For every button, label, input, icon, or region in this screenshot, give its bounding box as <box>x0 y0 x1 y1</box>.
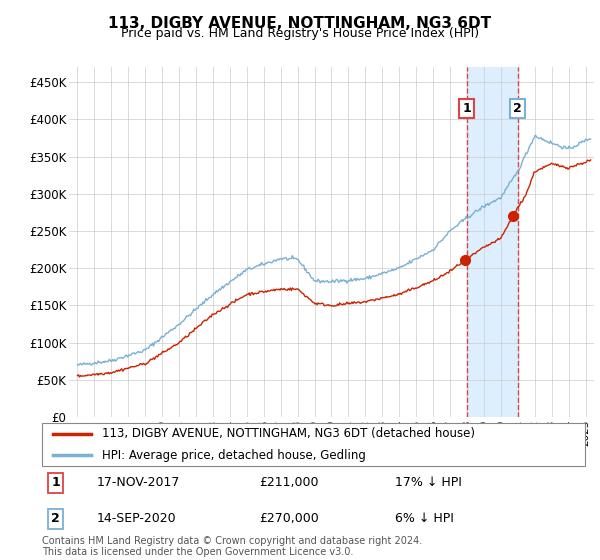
Text: 6% ↓ HPI: 6% ↓ HPI <box>395 512 454 525</box>
Text: 14-SEP-2020: 14-SEP-2020 <box>97 512 176 525</box>
Text: £270,000: £270,000 <box>259 512 319 525</box>
FancyBboxPatch shape <box>42 423 585 466</box>
Text: Price paid vs. HM Land Registry's House Price Index (HPI): Price paid vs. HM Land Registry's House … <box>121 27 479 40</box>
Text: 17% ↓ HPI: 17% ↓ HPI <box>395 477 462 489</box>
Text: 1: 1 <box>463 102 472 115</box>
Text: £211,000: £211,000 <box>259 477 319 489</box>
Text: 17-NOV-2017: 17-NOV-2017 <box>97 477 179 489</box>
Text: 1: 1 <box>51 477 60 489</box>
Text: 113, DIGBY AVENUE, NOTTINGHAM, NG3 6DT (detached house): 113, DIGBY AVENUE, NOTTINGHAM, NG3 6DT (… <box>102 427 475 440</box>
Text: 2: 2 <box>514 102 522 115</box>
Bar <box>467 67 518 417</box>
Text: 2: 2 <box>51 512 60 525</box>
Text: HPI: Average price, detached house, Gedling: HPI: Average price, detached house, Gedl… <box>102 449 365 461</box>
Text: Contains HM Land Registry data © Crown copyright and database right 2024.
This d: Contains HM Land Registry data © Crown c… <box>42 535 422 557</box>
Text: 113, DIGBY AVENUE, NOTTINGHAM, NG3 6DT: 113, DIGBY AVENUE, NOTTINGHAM, NG3 6DT <box>109 16 491 31</box>
